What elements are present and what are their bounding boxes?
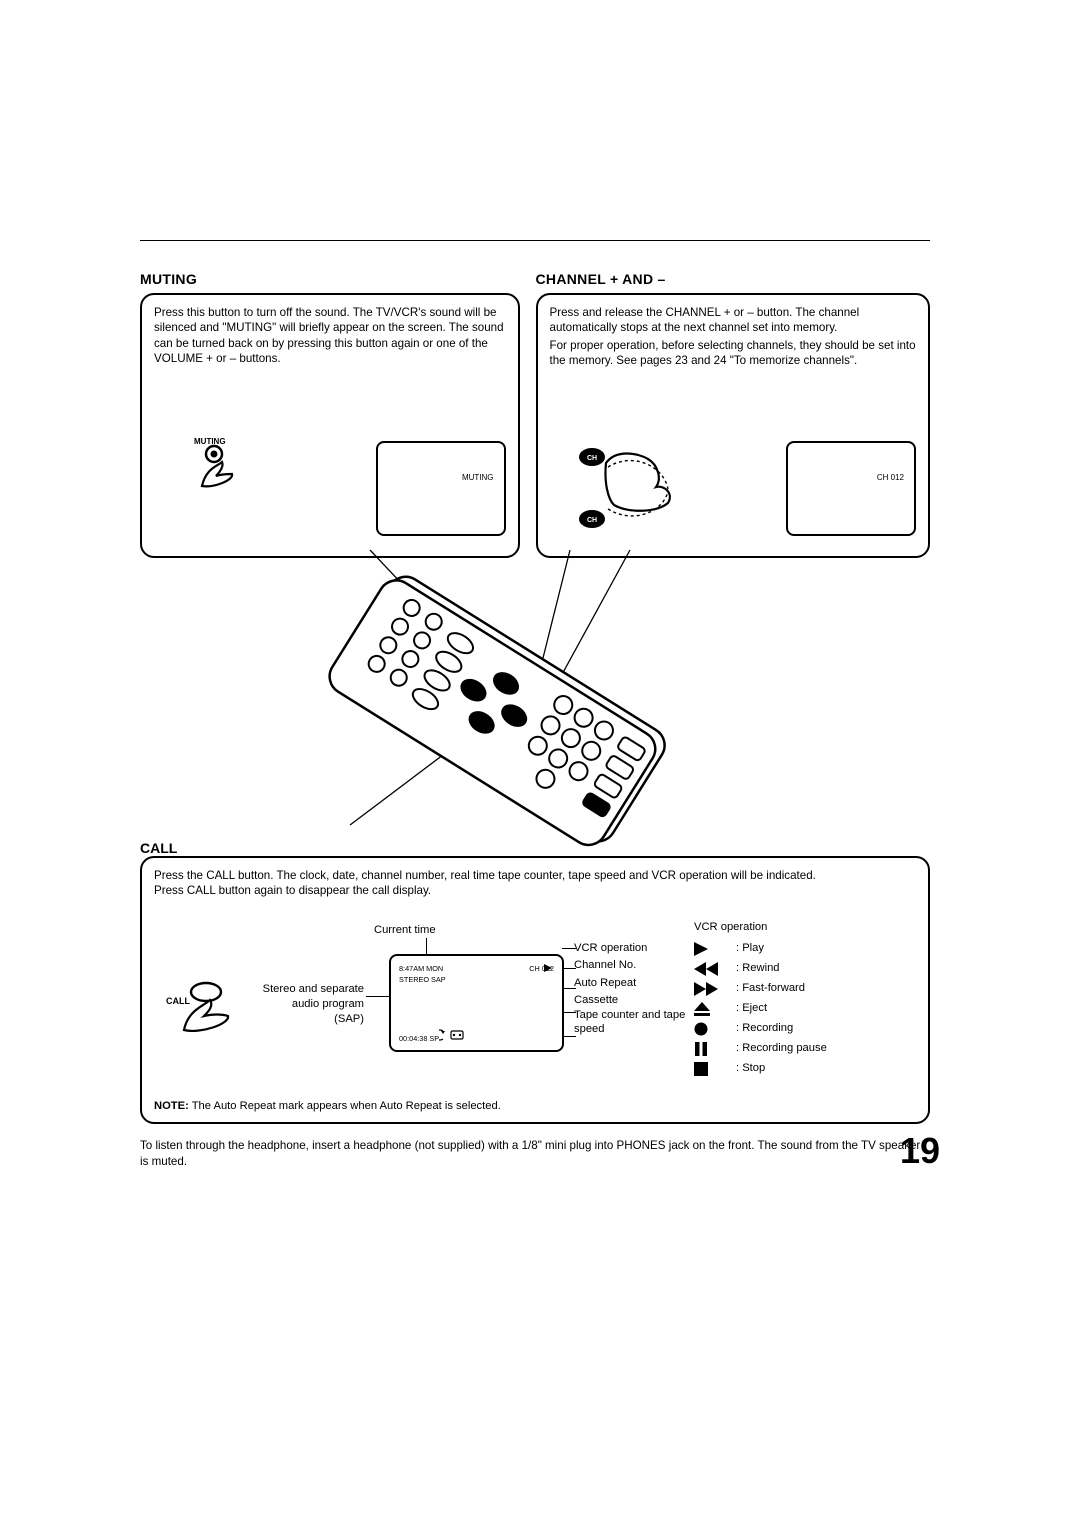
muting-screen-text: MUTING (462, 473, 494, 484)
call-body-1: Press the CALL button. The clock, date, … (154, 868, 916, 883)
ff-icon (694, 982, 728, 996)
call-note: NOTE: The Auto Repeat mark appears when … (154, 1099, 501, 1114)
legend-pause: Recording pause (694, 1039, 827, 1059)
channel-body-2: For proper operation, before selecting c… (550, 338, 916, 369)
channel-heading: CHANNEL + AND – (536, 271, 930, 287)
osd-time: 8:47AM MON (399, 964, 443, 974)
vcr-legend-head: VCR operation (694, 920, 827, 935)
legend-play: Play (694, 939, 827, 959)
mid-l4: Cassette (574, 992, 694, 1009)
muting-press-icon (194, 444, 244, 494)
call-body-2: Press CALL button again to disappear the… (154, 883, 916, 898)
muting-section: MUTING Press this button to turn off the… (140, 271, 520, 558)
channel-body-1: Press and release the CHANNEL + or – but… (550, 305, 916, 336)
legend-eject: Eject (694, 999, 827, 1019)
legend-record: Recording (694, 1019, 827, 1039)
note-body: The Auto Repeat mark appears when Auto R… (189, 1100, 501, 1112)
legend-rewind: Rewind (694, 959, 827, 979)
muting-box: Press this button to turn off the sound.… (140, 293, 520, 558)
muting-body: Press this button to turn off the sound.… (154, 305, 506, 366)
channel-screen: CH 012 (786, 441, 916, 536)
svg-text:CH: CH (586, 455, 596, 462)
legend-ff: Fast-forward (694, 979, 827, 999)
record-icon (694, 1022, 728, 1036)
call-press-icon (174, 980, 244, 1040)
channel-screen-text: CH 012 (877, 473, 904, 484)
channel-section: CHANNEL + AND – Press and release the CH… (536, 271, 930, 558)
svg-text:–: – (590, 527, 594, 534)
mid-l5: Tape counter and tape speed (574, 1009, 694, 1036)
osd-counter: 00:04:38 SP (399, 1034, 439, 1044)
muting-screen: MUTING (376, 441, 506, 536)
eject-icon (694, 1002, 728, 1016)
channel-box: Press and release the CHANNEL + or – but… (536, 293, 930, 558)
svg-text:+: + (589, 443, 593, 450)
svg-text:CH: CH (586, 517, 596, 524)
muting-heading: MUTING (140, 271, 520, 287)
call-current-time-label: Current time (374, 923, 436, 938)
page-number: 19 (900, 1130, 940, 1172)
call-box: Press the CALL button. The clock, date, … (140, 856, 930, 1124)
legend-stop: Stop (694, 1059, 827, 1079)
play-icon (694, 942, 728, 956)
pause-icon (694, 1042, 728, 1056)
call-osd-screen: 8:47AM MON CH 012 STEREO SAP 00:04:38 SP (389, 954, 564, 1052)
call-grid: CALL Stereo and separate audio program (… (154, 918, 916, 1092)
page-content: MUTING Press this button to turn off the… (140, 240, 930, 1169)
footer-text: To listen through the headphone, insert … (140, 1138, 930, 1169)
vcr-operation-legend: VCR operation Play Rewind Fast-forward E… (694, 920, 827, 1079)
call-intro: Press the CALL button. The clock, date, … (154, 868, 916, 899)
channel-press-icons: CH + CH – (568, 441, 708, 536)
mid-l2: Channel No. (574, 957, 694, 974)
mid-l1: VCR operation (574, 940, 694, 957)
call-sap-label: Stereo and separate audio program (SAP) (259, 982, 364, 1026)
top-row: MUTING Press this button to turn off the… (140, 271, 930, 558)
stop-icon (694, 1062, 728, 1076)
mid-l3: Auto Repeat (574, 975, 694, 992)
rewind-icon (694, 962, 728, 976)
osd-stereo: STEREO SAP (399, 975, 554, 985)
note-prefix: NOTE: (154, 1100, 189, 1112)
remote-illustration (140, 558, 930, 858)
divider-top (140, 240, 930, 241)
call-mid-labels: VCR operation Channel No. Auto Repeat Ca… (574, 940, 694, 1036)
